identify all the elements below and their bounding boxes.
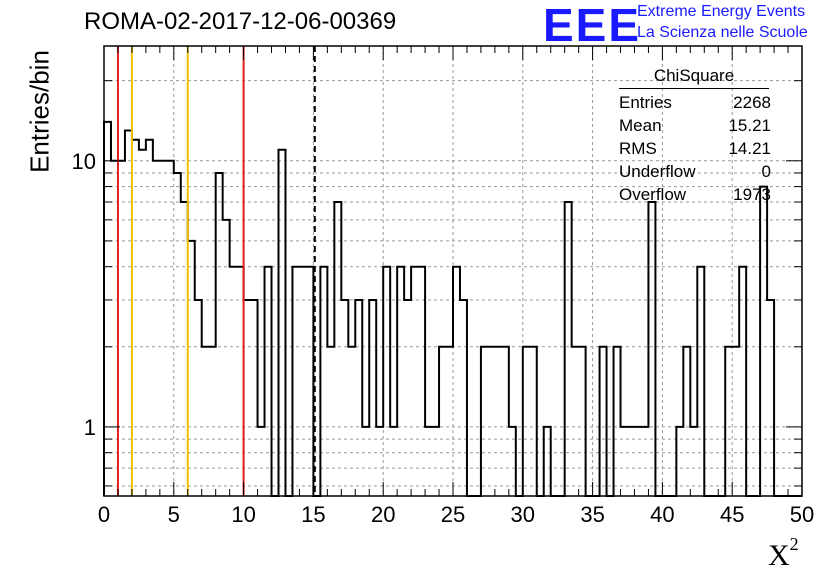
stats-label: Entries: [619, 93, 672, 112]
histogram-line: [103, 120, 802, 497]
stats-row: Entries 2268: [611, 91, 777, 114]
x-axis-label-superscript: 2: [789, 534, 799, 554]
stats-value: 0: [761, 162, 771, 181]
x-tick-label: 50: [790, 502, 814, 527]
x-tick-label: 30: [511, 502, 535, 527]
y-tick-label: 1: [84, 415, 96, 440]
stats-header: ChiSquare: [619, 66, 769, 89]
x-tick-label: 10: [231, 502, 255, 527]
x-tick-label: 40: [650, 502, 674, 527]
stats-value: 2268: [733, 93, 771, 112]
stats-label: RMS: [619, 139, 657, 158]
stats-label: Overflow: [619, 185, 687, 204]
x-tick-label: 35: [580, 502, 604, 527]
x-tick-label: 45: [720, 502, 744, 527]
x-tick-label: 25: [441, 502, 465, 527]
stats-row: Underflow 0: [611, 160, 777, 183]
stats-value: 14.21: [728, 139, 771, 158]
x-tick-label: 15: [301, 502, 325, 527]
stats-row: Mean 15.21: [611, 114, 777, 137]
stats-row: RMS 14.21: [611, 137, 777, 160]
stats-value: 1973: [733, 185, 771, 204]
x-axis-label: X2: [768, 534, 799, 573]
x-tick-label: 5: [168, 502, 180, 527]
eee-logo: EEE: [543, 0, 642, 51]
chart-title: ROMA-02-2017-12-06-00369: [84, 8, 397, 35]
stats-value: 15.21: [728, 116, 771, 135]
logo-line-1: Extreme Energy Events: [637, 3, 806, 20]
stats-label: Mean: [619, 116, 662, 135]
stats-row: Overflow 1973: [611, 183, 777, 206]
y-tick-label: 10: [72, 149, 96, 174]
stats-label: Underflow: [619, 162, 696, 181]
y-axis-label: Entries/bin: [24, 50, 55, 173]
x-tick-label: 20: [371, 502, 395, 527]
x-tick-label: 0: [98, 502, 110, 527]
stats-box: ChiSquare Entries 2268 Mean 15.21 RMS 14.21…: [611, 66, 777, 206]
logo-line-2: La Scienza nelle Scuole: [637, 24, 808, 41]
x-axis-label-symbol: X: [768, 539, 790, 572]
